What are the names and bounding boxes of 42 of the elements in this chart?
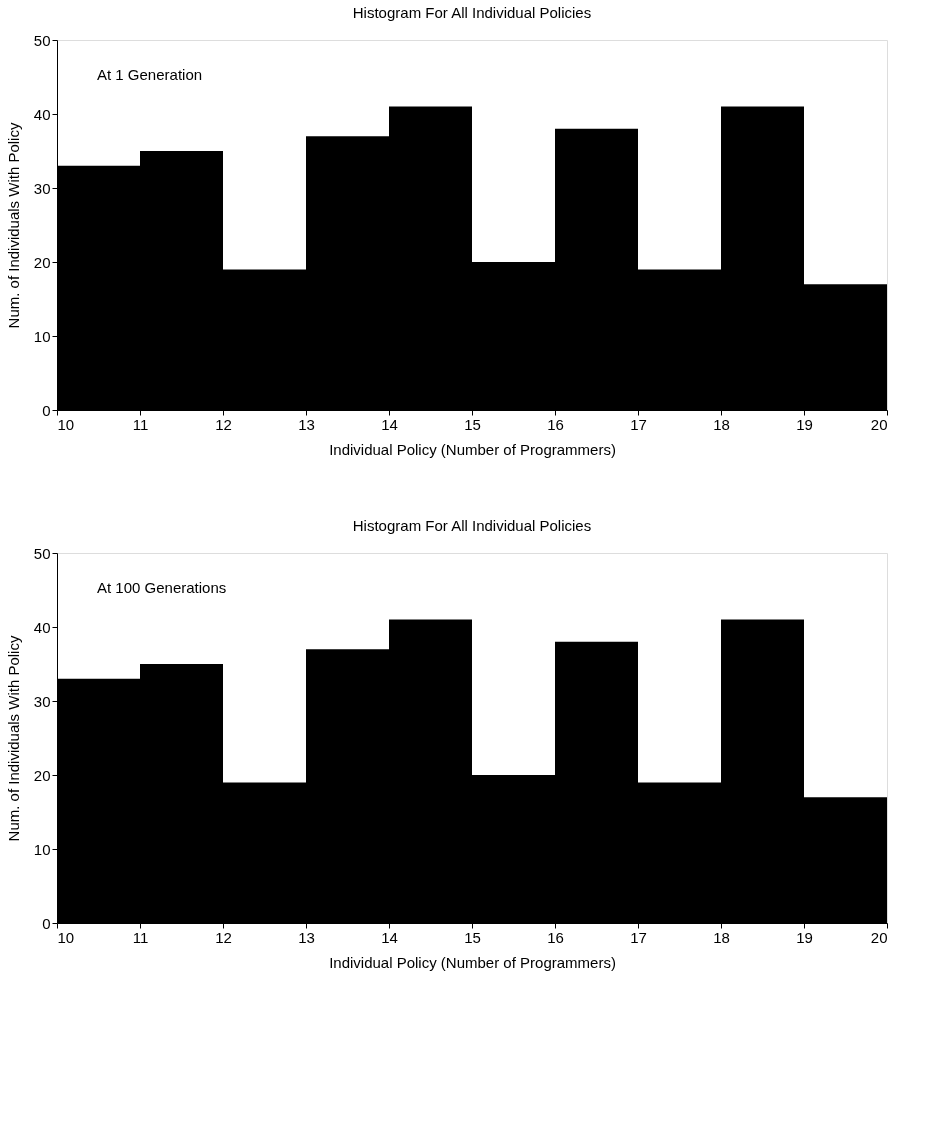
x-tick-label: 19 bbox=[796, 928, 813, 946]
y-tick-label: 10 bbox=[33, 327, 51, 345]
x-tick-label: 18 bbox=[713, 928, 730, 946]
y-tick-label: 30 bbox=[33, 179, 51, 197]
x-tick-label: 10 bbox=[57, 415, 75, 433]
x-tick-label: 11 bbox=[132, 415, 149, 433]
y-tick-label: 30 bbox=[33, 692, 51, 710]
y-tick-label: 0 bbox=[42, 401, 51, 419]
chart-title: Histogram For All Individual Policies bbox=[352, 517, 592, 534]
y-axis-title: Num. of Individuals With Policy bbox=[4, 635, 22, 842]
y-tick-label: 40 bbox=[33, 618, 51, 636]
x-tick-label: 15 bbox=[464, 415, 481, 433]
x-tick-label: 19 bbox=[796, 415, 813, 433]
x-tick-label: 12 bbox=[215, 928, 232, 946]
x-tick-label: 20 bbox=[870, 928, 888, 946]
annotation: At 100 Generations bbox=[97, 579, 227, 596]
x-tick-label: 16 bbox=[547, 415, 564, 433]
x-tick-label: 10 bbox=[57, 928, 75, 946]
x-tick-label: 13 bbox=[298, 415, 315, 433]
y-tick-label: 20 bbox=[33, 766, 51, 784]
x-axis-title: Individual Policy (Number of Programmers) bbox=[329, 440, 616, 458]
x-tick-label: 20 bbox=[870, 415, 888, 433]
x-tick-label: 14 bbox=[381, 928, 398, 946]
y-tick-label: 20 bbox=[33, 253, 51, 271]
x-tick-label: 18 bbox=[713, 415, 730, 433]
chart-title: Histogram For All Individual Policies bbox=[352, 4, 592, 21]
x-tick-label: 12 bbox=[215, 415, 232, 433]
x-tick-label: 14 bbox=[381, 415, 398, 433]
x-tick-label: 17 bbox=[630, 415, 647, 433]
x-tick-label: 13 bbox=[298, 928, 315, 946]
y-axis-title: Num. of Individuals With Policy bbox=[4, 122, 22, 329]
x-tick-label: 11 bbox=[132, 928, 149, 946]
annotation: At 1 Generation bbox=[97, 66, 203, 83]
x-axis-title: Individual Policy (Number of Programmers) bbox=[329, 953, 616, 971]
x-tick-label: 15 bbox=[464, 928, 481, 946]
x-tick-label: 17 bbox=[630, 928, 647, 946]
y-tick-label: 50 bbox=[33, 544, 51, 562]
y-tick-label: 50 bbox=[33, 31, 51, 49]
x-tick-label: 16 bbox=[547, 928, 564, 946]
y-tick-label: 0 bbox=[42, 914, 51, 932]
y-tick-label: 40 bbox=[33, 105, 51, 123]
y-tick-label: 10 bbox=[33, 840, 51, 858]
